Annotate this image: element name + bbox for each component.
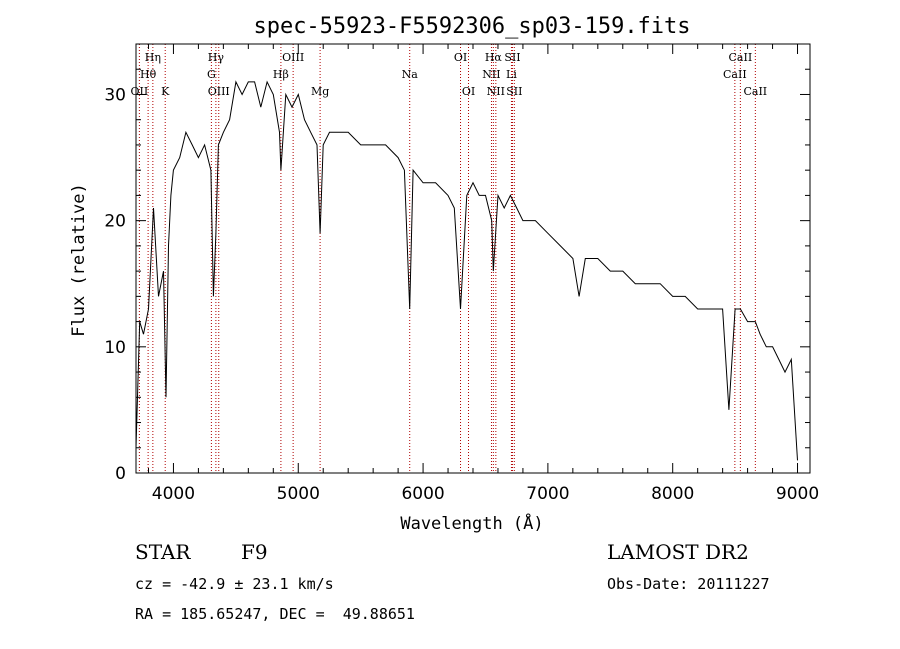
axis-ticks: 4000 5000 6000 7000 8000 9000 0 10 20 30: [104, 43, 819, 504]
x-axis-label: Wavelength (Å): [400, 512, 543, 534]
line-label: Hγ: [208, 51, 225, 64]
y-axis-label: Flux (relative): [69, 183, 89, 337]
line-label: OI: [454, 51, 467, 64]
line-label: SII: [506, 85, 522, 98]
plot-frame: [135, 43, 811, 474]
line-label: CaII: [729, 51, 753, 64]
redshift-cz: cz = -42.9 ± 23.1 km/s: [135, 575, 334, 593]
line-label: OIII: [208, 85, 230, 98]
spectrum-chart: spec-55923-F5592306_sp03-159.fits Hη Hθ OI…: [69, 14, 819, 534]
line-label: Na: [402, 68, 419, 81]
line-label: OII: [131, 85, 149, 98]
y-tick-label: 30: [104, 85, 126, 105]
line-label: G: [207, 68, 216, 81]
spectral-line-markers: [138, 44, 756, 473]
line-label: Mg: [311, 85, 329, 98]
x-tick-label: 8000: [651, 484, 694, 504]
x-tick-label: 6000: [401, 484, 444, 504]
spectrum-line: [135, 80, 798, 461]
object-class: STAR: [135, 540, 191, 564]
x-tick-label: 4000: [152, 484, 195, 504]
line-label: Hα: [485, 51, 503, 64]
y-tick-label: 20: [104, 212, 126, 232]
object-subclass: F9: [241, 540, 268, 564]
line-label: SII: [504, 51, 520, 64]
line-label: NII: [487, 85, 505, 98]
line-label: K: [161, 85, 170, 98]
chart-title: spec-55923-F5592306_sp03-159.fits: [253, 14, 690, 39]
line-label: Li: [506, 68, 517, 81]
y-tick-label: 0: [115, 464, 126, 484]
line-label: Hβ: [273, 68, 289, 81]
y-tick-label: 10: [104, 338, 126, 358]
line-label: Hη: [145, 51, 161, 64]
observation-date: Obs-Date: 20111227: [607, 575, 770, 593]
x-tick-label: 7000: [526, 484, 569, 504]
line-label: CaII: [743, 85, 767, 98]
x-tick-label: 5000: [277, 484, 320, 504]
line-label: OI: [462, 85, 475, 98]
line-label: Hθ: [140, 68, 157, 81]
ra-dec-coordinates: RA = 185.65247, DEC = 49.88651: [135, 605, 415, 623]
x-tick-label: 9000: [776, 484, 819, 504]
line-label: NII: [482, 68, 500, 81]
line-label: OIII: [282, 51, 304, 64]
survey-name: LAMOST DR2: [607, 540, 749, 564]
line-label: CaII: [723, 68, 747, 81]
